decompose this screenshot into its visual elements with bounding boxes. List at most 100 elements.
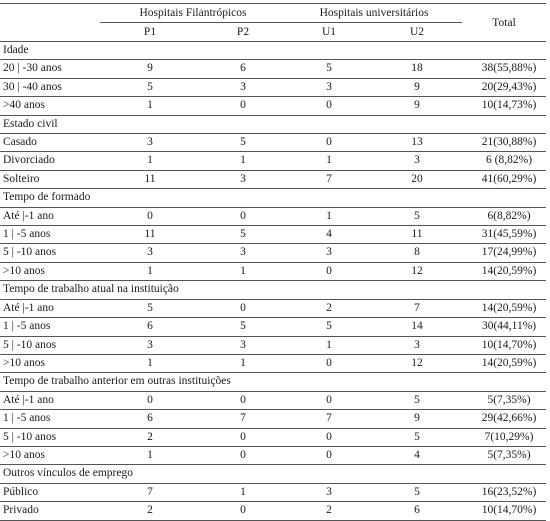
table-row: 30 | -40 anos 5 3 3 9 20(29,43%) [0, 78, 547, 98]
cell-p1: 1 [100, 96, 200, 116]
cell-u2: 12 [372, 262, 463, 282]
table-row: >10 anos 1 1 0 12 14(20,59%) [0, 354, 547, 374]
section-header-row: Outros vínculos de emprego [0, 464, 547, 484]
cell-total: 17(24,99%) [462, 243, 547, 263]
cell-total: 16(23,52%) [462, 483, 547, 503]
cell-u1: 3 [286, 243, 373, 263]
cell-u1: 0 [286, 391, 373, 411]
section-title: Tempo de formado [0, 188, 547, 208]
cell-u2: 5 [372, 207, 463, 227]
section-title: Outros vínculos de emprego [0, 464, 547, 484]
cell-total: 38(55,88%) [462, 59, 547, 79]
section-title: Estado civil [0, 115, 547, 135]
table-row: Até |-1 ano 0 0 0 5 5(7,35%) [0, 391, 547, 411]
cell-p2: 3 [200, 78, 287, 98]
cell-p2: 1 [200, 354, 287, 374]
cell-u1: 3 [286, 78, 373, 98]
row-label: 5 | -10 anos [0, 336, 100, 355]
cell-u1: 1 [286, 336, 373, 355]
cell-p2: 1 [200, 483, 287, 503]
row-label: Até |-1 ano [0, 391, 100, 411]
table-row: Até |-1 ano 5 0 2 7 14(20,59%) [0, 299, 547, 319]
cell-p1: 11 [100, 170, 200, 190]
cell-p1: 0 [100, 207, 200, 227]
cell-p1: 7 [100, 483, 200, 503]
cell-p1: 3 [100, 336, 200, 355]
cell-p1: 3 [100, 133, 200, 153]
cell-p2: 0 [200, 446, 287, 466]
cell-p1: 1 [100, 151, 200, 171]
header-blank [0, 4, 100, 23]
row-label: 5 | -10 anos [0, 243, 100, 263]
cell-total: 41(60,29%) [462, 170, 547, 190]
cell-u1: 1 [286, 207, 373, 227]
cell-total: 31(45,59%) [462, 225, 547, 245]
cell-u2: 3 [372, 336, 463, 355]
header-group-universitarios: Hospitais universitários [286, 3, 463, 23]
cell-total: 5(7,35%) [462, 391, 547, 411]
header-total: Total [462, 3, 547, 42]
table-row: 5 | -10 anos 2 0 0 5 7(10,29%) [0, 428, 547, 447]
table-row: >10 anos 1 1 0 12 14(20,59%) [0, 262, 547, 282]
cell-u2: 4 [372, 446, 463, 466]
section-header-row: Tempo de formado [0, 188, 547, 208]
cell-u1: 4 [286, 225, 373, 245]
cell-total: 6(8,82%) [462, 207, 547, 227]
cell-p1: 5 [100, 299, 200, 319]
cell-u2: 6 [372, 501, 463, 521]
cell-total: 29(42,66%) [462, 409, 547, 429]
cell-p2: 1 [200, 151, 287, 171]
cell-u2: 9 [372, 78, 463, 98]
cell-u2: 3 [372, 151, 463, 171]
cell-total: 10(14,70%) [462, 501, 547, 521]
table-row: Privado 2 0 2 6 10(14,70%) [0, 501, 547, 521]
cell-total: 14(20,59%) [462, 299, 547, 319]
cell-total: 6 (8,82%) [462, 151, 547, 171]
cell-p2: 0 [200, 299, 287, 319]
row-label: >10 anos [0, 262, 100, 282]
cell-u1: 2 [286, 501, 373, 521]
cell-p2: 0 [200, 428, 287, 447]
table-row: 1 | -5 anos 11 5 4 11 31(45,59%) [0, 225, 547, 245]
cell-total: 30(44,11%) [462, 317, 547, 337]
cell-p2: 5 [200, 317, 287, 337]
row-label: 5 | -10 anos [0, 428, 100, 447]
cell-p2: 6 [200, 59, 287, 79]
table-row: 5 | -10 anos 3 3 3 8 17(24,99%) [0, 243, 547, 263]
cell-p2: 3 [200, 336, 287, 355]
cell-u1: 5 [286, 317, 373, 337]
cell-p1: 1 [100, 446, 200, 466]
cell-p1: 1 [100, 354, 200, 374]
section-title: Idade [0, 41, 547, 61]
header-u2: U2 [372, 22, 463, 42]
table-row: Solteiro 11 3 7 20 41(60,29%) [0, 170, 547, 190]
cell-p2: 3 [200, 170, 287, 190]
header-u1: U1 [286, 22, 373, 42]
cell-u2: 5 [372, 391, 463, 411]
cell-p1: 0 [100, 391, 200, 411]
row-label: Privado [0, 501, 100, 521]
cell-total: 14(20,59%) [462, 354, 547, 374]
header-blank-2 [0, 22, 100, 42]
table-header: Hospitais Filantrópicos Hospitais univer… [0, 3, 547, 42]
cell-p1: 6 [100, 409, 200, 429]
section-header-row: Tempo de trabalho atual na instituição [0, 280, 547, 300]
cell-p2: 3 [200, 243, 287, 263]
cell-p2: 1 [200, 262, 287, 282]
cell-u2: 8 [372, 243, 463, 263]
row-label: Até |-1 ano [0, 207, 100, 227]
cell-u1: 0 [286, 133, 373, 153]
cell-p1: 9 [100, 59, 200, 79]
cell-u2: 7 [372, 299, 463, 319]
cell-u2: 9 [372, 96, 463, 116]
cell-u2: 11 [372, 225, 463, 245]
cell-total: 14(20,59%) [462, 262, 547, 282]
cell-p2: 0 [200, 207, 287, 227]
table-row: Casado 3 5 0 13 21(30,88%) [0, 133, 547, 153]
cell-u2: 20 [372, 170, 463, 190]
header-p1: P1 [100, 22, 200, 42]
cell-total: 10(14,70%) [462, 336, 547, 355]
row-label: Divorciado [0, 151, 100, 171]
section-header-row: Idade [0, 41, 547, 61]
data-table: Hospitais Filantrópicos Hospitais univer… [0, 3, 547, 521]
